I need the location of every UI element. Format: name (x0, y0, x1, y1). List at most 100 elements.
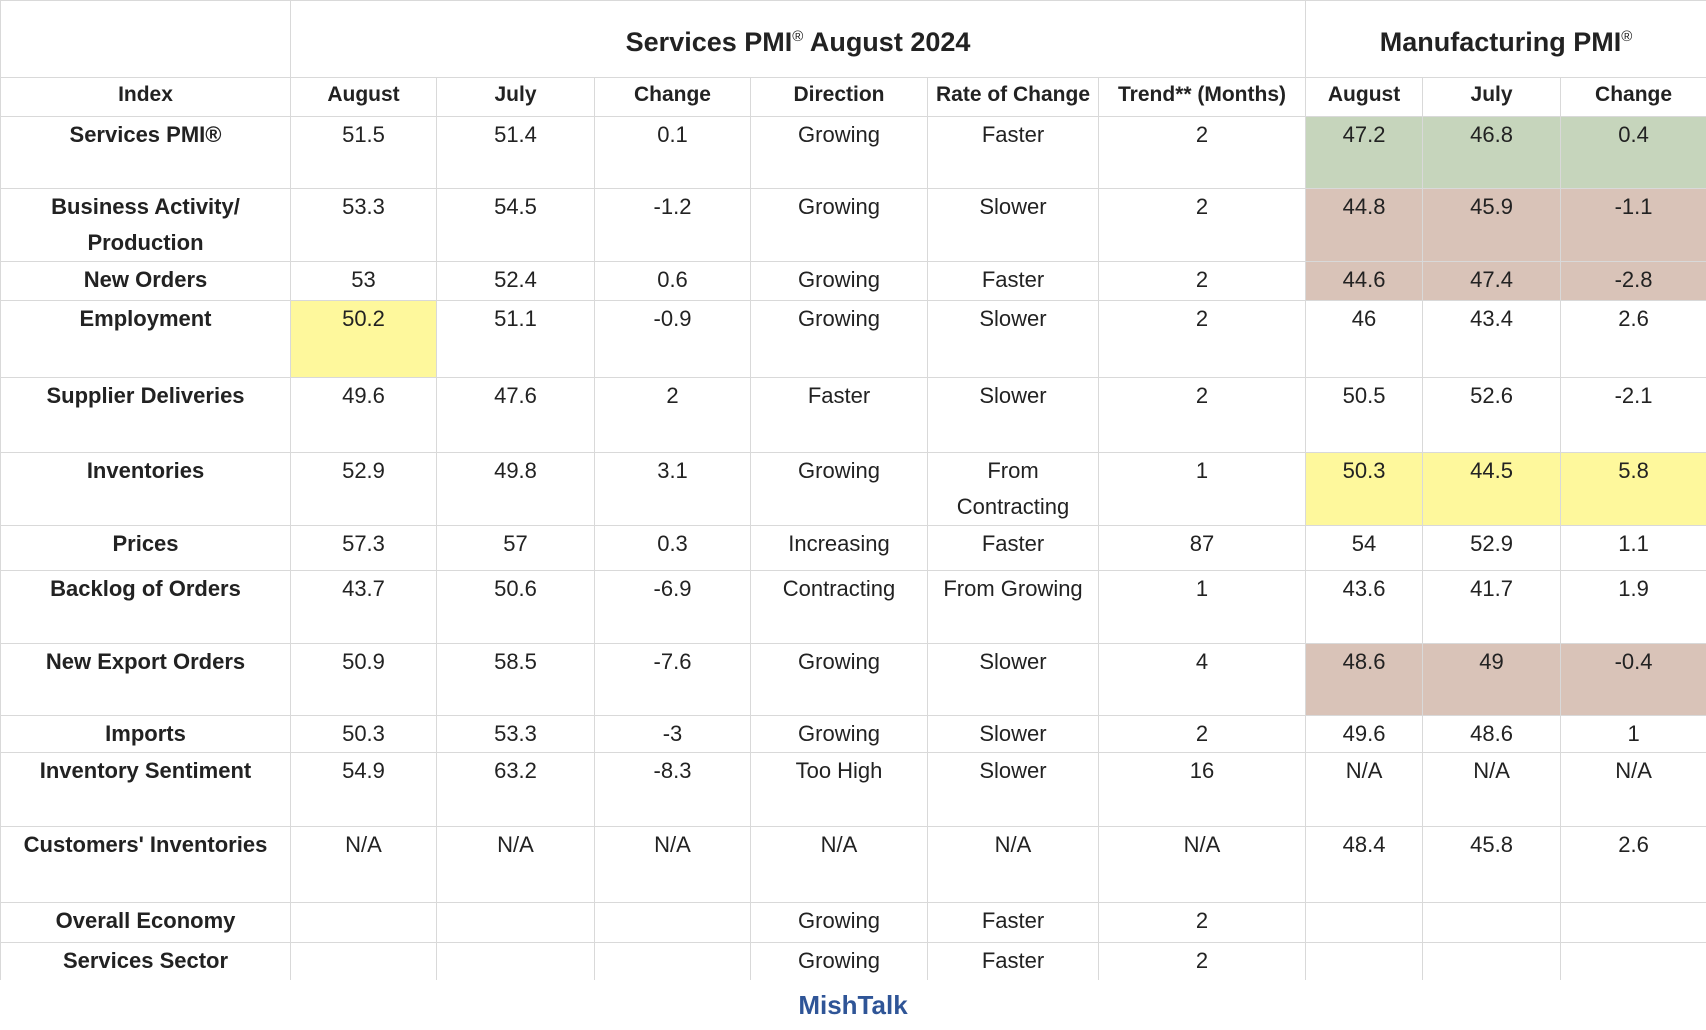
cell: 43.7 (290, 570, 437, 644)
cell: 47.6 (436, 377, 595, 453)
data-row: Services PMI® 51.5 51.4 0.1 Growing Faster 2 47… (0, 116, 1706, 189)
cell: N/A (594, 826, 751, 903)
cell: Increasing (750, 525, 928, 571)
cell: 50.5 (1305, 377, 1424, 453)
cell: Faster (927, 261, 1099, 301)
cell: -0.4 (1560, 643, 1706, 716)
cell: N/A (290, 826, 437, 903)
row-label: Inventory Sentiment (0, 752, 291, 827)
cell: 53 (290, 261, 437, 301)
cell: 53.3 (436, 715, 595, 753)
column-header: August (1305, 77, 1424, 117)
cell: 50.3 (290, 715, 437, 753)
cell: -2.1 (1560, 377, 1706, 453)
cell: 52.9 (290, 452, 437, 526)
pmi-table: Services PMI® August 2024 Manufacturing P… (0, 0, 1706, 980)
column-header-row: Index August July Change Direction Rate of Ch… (0, 77, 1706, 117)
cell: Growing (750, 942, 928, 980)
cell: From Growing (927, 570, 1099, 644)
cell: 48.6 (1422, 715, 1562, 753)
data-row: Services Sector Growing Faster 2 (0, 942, 1706, 980)
empty-cell (290, 942, 437, 980)
cell: 46 (1305, 300, 1424, 378)
cell: 50.3 (1305, 452, 1424, 526)
cell: Slower (927, 377, 1099, 453)
data-row: New Orders 53 52.4 0.6 Growing Faster 2 44.6 47.… (0, 261, 1706, 301)
cell: Slower (927, 643, 1099, 716)
cell: 2 (1097, 261, 1307, 301)
group-header: Services PMI® August 2024 (289, 0, 1307, 78)
cell: 52.4 (436, 261, 595, 301)
cell: 54.5 (436, 188, 595, 262)
empty-cell (436, 942, 595, 980)
cell: 51.4 (436, 116, 595, 189)
group-suffix: August 2024 (803, 26, 971, 57)
cell: 47.4 (1422, 261, 1562, 301)
group-header-row: Services PMI® August 2024 Manufacturing P… (0, 0, 1706, 78)
data-row: Supplier Deliveries 49.6 47.6 2 Faster Slower… (0, 377, 1706, 453)
cell: 52.6 (1422, 377, 1562, 453)
empty-cell (594, 942, 751, 980)
cell: Contracting (750, 570, 928, 644)
row-label: Prices (0, 525, 291, 571)
cell: 48.6 (1305, 643, 1424, 716)
cell: 2 (1097, 902, 1307, 943)
cell: 41.7 (1422, 570, 1562, 644)
column-header: July (436, 77, 595, 117)
column-header: Trend** (Months) (1097, 77, 1307, 117)
cell: 3.1 (594, 452, 751, 526)
cell: -6.9 (594, 570, 751, 644)
row-label: Backlog of Orders (0, 570, 291, 644)
cell: 43.6 (1305, 570, 1424, 644)
cell: 43.4 (1422, 300, 1562, 378)
cell: Slower (927, 715, 1099, 753)
empty-cell (1560, 902, 1706, 943)
data-row: Inventories 52.9 49.8 3.1 Growing From Contra… (0, 452, 1706, 526)
group-header: Manufacturing PMI® (1305, 0, 1706, 78)
cell: Slower (927, 752, 1099, 827)
data-row: Inventory Sentiment 54.9 63.2 -8.3 Too High S… (0, 752, 1706, 827)
row-label: Business Activity/ Production (0, 188, 291, 262)
empty-cell (1422, 902, 1562, 943)
cell: N/A (436, 826, 595, 903)
row-label: Customers' Inventories (0, 826, 291, 903)
cell: 2 (1097, 116, 1307, 189)
cell: Faster (927, 942, 1099, 980)
data-row: Backlog of Orders 43.7 50.6 -6.9 Contracting… (0, 570, 1706, 644)
cell: Growing (750, 261, 928, 301)
column-header: Change (594, 77, 751, 117)
cell: 51.1 (436, 300, 595, 378)
cell: 2 (1097, 188, 1307, 262)
row-label: New Orders (0, 261, 291, 301)
cell: -8.3 (594, 752, 751, 827)
row-label: Services Sector (0, 942, 291, 980)
cell: 54.9 (290, 752, 437, 827)
cell: 5.8 (1560, 452, 1706, 526)
cell: 2 (594, 377, 751, 453)
cell: Growing (750, 452, 928, 526)
cell: 0.1 (594, 116, 751, 189)
row-label: Overall Economy (0, 902, 291, 943)
cell: 45.9 (1422, 188, 1562, 262)
group-title: Manufacturing PMI (1379, 26, 1622, 57)
cell: Too High (750, 752, 928, 827)
cell: 48.4 (1305, 826, 1424, 903)
cell: Faster (750, 377, 928, 453)
cell: Faster (927, 902, 1099, 943)
cell: 49.6 (1305, 715, 1424, 753)
cell: 1.1 (1560, 525, 1706, 571)
cell: 1 (1097, 570, 1307, 644)
cell: 0.3 (594, 525, 751, 571)
cell: 16 (1097, 752, 1307, 827)
data-row: Employment 50.2 51.1 -0.9 Growing Slower 2 46 43… (0, 300, 1706, 378)
cell: Growing (750, 300, 928, 378)
cell: N/A (1097, 826, 1307, 903)
cell: 1 (1097, 452, 1307, 526)
cell: 0.4 (1560, 116, 1706, 189)
row-label: Supplier Deliveries (0, 377, 291, 453)
cell: Faster (927, 525, 1099, 571)
column-header: Direction (750, 77, 928, 117)
cell: -7.6 (594, 643, 751, 716)
empty-cell (1422, 942, 1562, 980)
cell: 2 (1097, 377, 1307, 453)
